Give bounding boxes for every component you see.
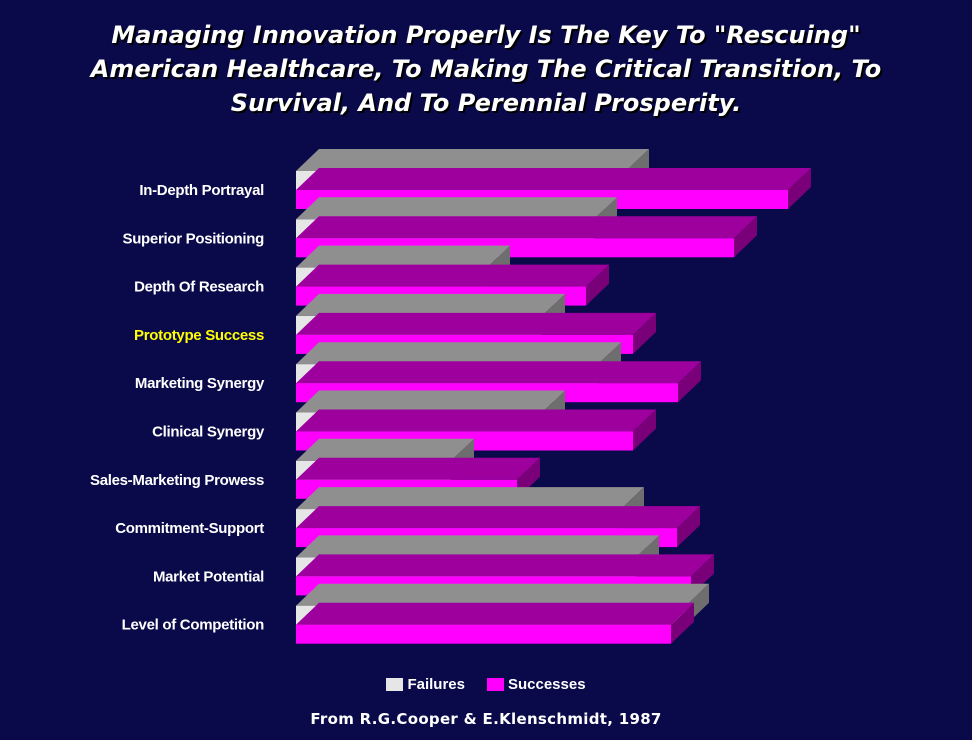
category-label-prototype-success: Prototype Success xyxy=(134,327,264,344)
legend-label-successes: Successes xyxy=(507,676,586,693)
bar-successes-in-depth-portrayal-side-face xyxy=(788,168,811,209)
bar-successes-marketing-synergy-side-face xyxy=(678,361,701,403)
bar-successes-in-depth-portrayal-top-face xyxy=(296,168,811,190)
category-label-clinical-synergy: Clinical Synergy xyxy=(152,424,265,441)
bar-failures-depth-of-research-top-face xyxy=(296,245,510,268)
category-label-market-potential: Market Potential xyxy=(153,568,264,585)
bar-successes-prototype-success-side-face xyxy=(633,312,656,354)
bar-successes-level-of-competition xyxy=(296,602,694,644)
bar-successes-clinical-synergy-top-face xyxy=(296,409,656,432)
bar-successes-superior-positioning-top-face xyxy=(296,216,757,239)
legend-item-successes: Successes xyxy=(486,676,586,693)
bar-successes-level-of-competition-side-face xyxy=(671,602,694,644)
category-label-marketing-synergy: Marketing Synergy xyxy=(135,375,265,392)
bar-failures-prototype-success-top-face xyxy=(296,293,565,316)
bar-failures-market-potential-top-face xyxy=(296,535,659,558)
bar-failures-clinical-synergy-top-face xyxy=(296,390,565,413)
legend-item-failures: Failures xyxy=(386,676,465,693)
bar-successes-market-potential-top-face xyxy=(296,554,714,577)
title-line-3: Survival, And To Perennial Prosperity. xyxy=(230,89,742,117)
category-label-depth-of-research: Depth Of Research xyxy=(134,279,264,296)
bar-successes-sales-marketing-prowess-top-face xyxy=(296,457,540,480)
bar-successes-marketing-synergy-top-face xyxy=(296,361,701,384)
bar-failures-in-depth-portrayal-top-face xyxy=(296,149,649,171)
title-line-1: Managing Innovation Properly Is The Key … xyxy=(111,21,861,49)
chart-legend: Failures Successes xyxy=(0,676,972,693)
bar-successes-commitment-support-side-face xyxy=(677,506,700,548)
category-label-sales-marketing-prowess: Sales-Marketing Prowess xyxy=(90,472,264,489)
legend-label-failures: Failures xyxy=(407,676,465,693)
title-line-2: American Healthcare, To Making The Criti… xyxy=(90,55,882,83)
category-label-commitment-support: Commitment-Support xyxy=(115,520,264,537)
bar-chart: In-Depth Portrayal Superior Positioning De… xyxy=(90,149,811,644)
legend-swatch-successes xyxy=(486,678,504,691)
category-label-in-depth-portrayal: In-Depth Portrayal xyxy=(139,182,264,199)
bar-successes-depth-of-research-top-face xyxy=(296,264,609,287)
bar-failures-marketing-synergy-top-face xyxy=(296,342,621,365)
bar-failures-commitment-support-top-face xyxy=(296,487,644,510)
chart-title: Managing Innovation Properly Is The Key … xyxy=(0,18,972,120)
bar-failures-level-of-competition-top-face xyxy=(296,583,709,606)
legend-swatch-failures xyxy=(386,678,404,691)
bar-successes-level-of-competition-top-face xyxy=(296,602,694,625)
category-label-superior-positioning: Superior Positioning xyxy=(122,230,264,247)
bar-successes-depth-of-research-side-face xyxy=(586,264,609,306)
bar-successes-commitment-support-top-face xyxy=(296,506,700,529)
bar-successes-superior-positioning-side-face xyxy=(734,216,757,258)
bar-successes-prototype-success-top-face xyxy=(296,312,656,335)
bar-failures-superior-positioning-top-face xyxy=(296,197,617,220)
bar-failures-sales-marketing-prowess-top-face xyxy=(296,438,474,461)
source-citation: From R.G.Cooper & E.Klenschmidt, 1987 xyxy=(310,710,662,728)
category-label-level-of-competition: Level of Competition xyxy=(122,617,264,634)
bar-successes-level-of-competition-front-face xyxy=(296,624,671,644)
bar-successes-clinical-synergy-side-face xyxy=(633,409,656,451)
